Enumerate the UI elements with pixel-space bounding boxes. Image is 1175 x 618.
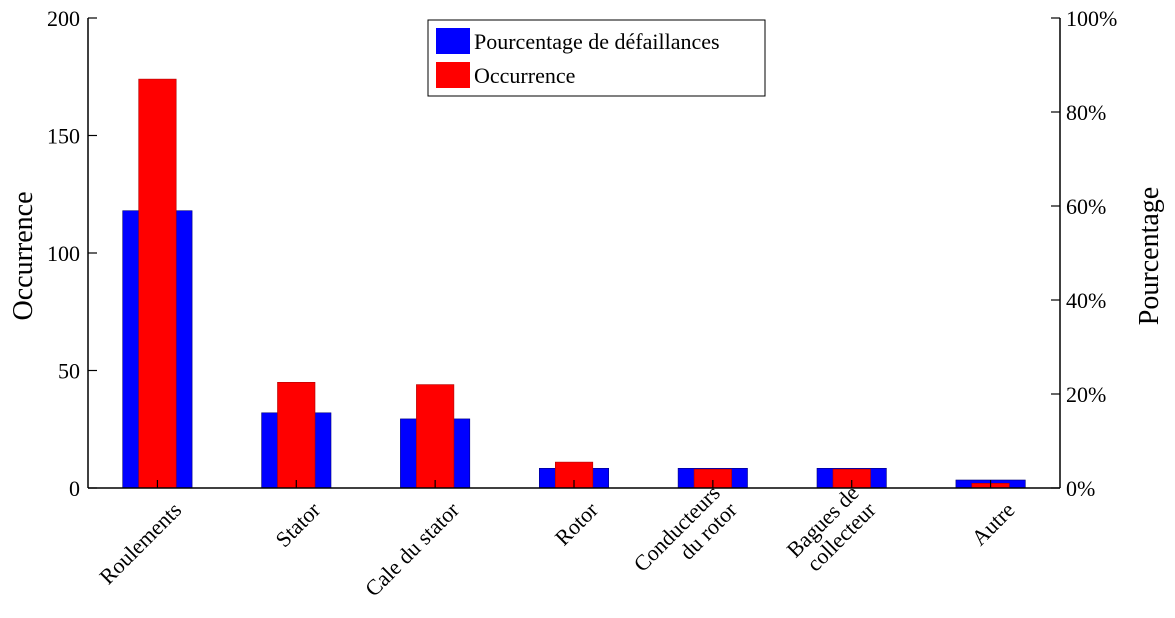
x-tick-label-4: Conducteursdu rotor [628,480,742,594]
legend-box [427,19,766,97]
y-tick-label-4: 200 [47,6,80,31]
x-tick-label-5: Bagues decollecteur [782,480,881,579]
legend-swatch-percentage [436,28,470,54]
x-tick-label-1: Stator [270,497,325,552]
legend-swatch-occurrence [436,62,470,88]
x-tick-label-2: Cale du stator [360,497,465,602]
y-tick-label-1: 50 [58,359,80,384]
y2-tick-label-3: 60% [1066,194,1106,219]
y-tick-label-2: 100 [47,241,80,266]
x-tick-label-3: Rotor [550,497,604,551]
legend-label-percentage: Pourcentage de défaillances [474,29,720,54]
legend-label-occurrence: Occurrence [474,63,575,88]
y-tick-label-3: 150 [47,124,80,149]
x-tick-label-6: Autre [966,497,1019,550]
y2-axis-title: Pourcentage [1134,187,1165,325]
bar-occurrence-2 [416,384,455,489]
bar-occurrence-1 [277,381,316,489]
y-tick-label-0: 0 [69,476,80,501]
legend: Pourcentage de défaillances Occurrence [427,19,766,97]
y2-tick-label-2: 40% [1066,288,1106,313]
y2-tick-label-1: 20% [1066,382,1106,407]
y2-tick-label-5: 100% [1066,6,1117,31]
x-tick-label-0: Roulements [94,497,186,589]
y2-tick-label-0: 0% [1066,476,1095,501]
bar-occurrence-0 [138,78,177,489]
y-axis-title: Occurrence [8,191,39,320]
y2-tick-label-4: 80% [1066,100,1106,125]
